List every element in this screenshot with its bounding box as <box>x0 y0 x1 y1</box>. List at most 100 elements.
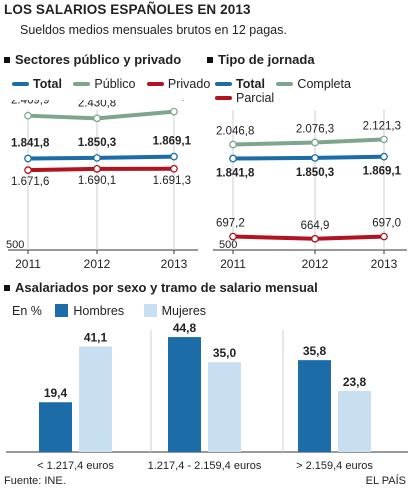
section-title-sectores: Sectores público y privado <box>15 52 182 67</box>
data-label: 2.430,8 <box>78 100 116 109</box>
section-heading-asalariados: Asalariados por sexo y tramo de salario … <box>4 280 318 295</box>
data-point <box>170 152 178 161</box>
legend-line-icon <box>215 81 232 86</box>
x-tick-label: 2012 <box>84 257 111 271</box>
legend-label: Total <box>236 77 265 91</box>
data-label: 1.691,3 <box>153 175 191 187</box>
data-label: 1.850,3 <box>296 167 334 179</box>
data-label: 664,9 <box>301 220 330 232</box>
data-point <box>380 135 388 144</box>
bar-value-label: 35,8 <box>303 344 327 358</box>
section-title-asalariados: Asalariados por sexo y tramo de salario … <box>15 280 318 295</box>
legend-line-icon <box>12 81 29 86</box>
series-line-privado <box>26 166 176 173</box>
line-chart-jornada: 2011 2012 2013 500 1.841,8 1.850,3 1.869,1 2.04… <box>213 110 407 271</box>
unit-label: En % <box>12 304 42 318</box>
series-line-total <box>26 154 176 161</box>
legend-item-total: Total <box>215 77 265 91</box>
data-label: 2.530,0 <box>153 100 191 103</box>
bar-mujeres <box>338 390 371 452</box>
series-line-público <box>26 109 176 121</box>
legend-label: Hombres <box>73 304 125 318</box>
data-point <box>311 154 319 162</box>
data-point <box>380 152 388 161</box>
y-tick-label: 500 <box>6 239 24 251</box>
data-label: 2.121,3 <box>363 120 401 132</box>
bar-value-label: 44,8 <box>173 322 197 335</box>
x-tick-label: 2011 <box>15 257 41 271</box>
bar-chart-asalariados: 19,4 41,1 < 1.217,4 euros 44,8 35,0 1.217,4 -… <box>6 322 408 472</box>
data-point <box>311 234 319 243</box>
legend-item-privado: Privado <box>146 77 211 91</box>
legend-label: Privado <box>167 77 211 91</box>
x-tick-label: 2013 <box>371 257 398 271</box>
category-label: < 1.217,4 euros <box>37 460 114 472</box>
data-label: 2.076,3 <box>296 124 334 136</box>
legend-line-icon <box>276 81 294 86</box>
section-title-jornada: Tipo de jornada <box>218 52 315 67</box>
data-label: 697,0 <box>372 218 401 230</box>
bar-value-label: 41,1 <box>84 331 108 345</box>
y-tick-label: 500 <box>219 239 237 251</box>
data-point <box>24 154 32 163</box>
legend-asalariados: En % Hombres Mujeres <box>12 304 214 318</box>
legend-line-icon <box>73 81 91 86</box>
legend-label: Mujeres <box>161 304 207 318</box>
line-chart-sectores: 2011 2012 2013 500 1.841,8 1.850,3 1.869,1 2.46… <box>6 100 198 271</box>
bar-hombres <box>39 402 72 452</box>
data-label: 1.869,1 <box>153 136 192 148</box>
section-bullet-icon <box>4 284 10 291</box>
section-bullet-icon <box>207 56 213 63</box>
data-point <box>229 154 237 163</box>
legend-jornada: Total Completa Parcial <box>215 77 414 105</box>
section-heading-jornada: Tipo de jornada <box>207 52 315 67</box>
series-line-total <box>231 154 386 161</box>
category-label: 1.217,4 - 2.159,4 euros <box>148 460 262 472</box>
data-point <box>24 111 32 120</box>
bar-mujeres <box>208 362 241 452</box>
section-heading-sectores: Sectores público y privado <box>4 52 181 67</box>
bar-mujeres <box>79 346 112 452</box>
legend-item-publico: Público <box>73 77 135 91</box>
data-point <box>229 140 237 149</box>
data-point <box>93 114 101 123</box>
data-label: 2.046,8 <box>216 126 254 138</box>
legend-item-completa: Completa <box>276 77 351 91</box>
data-label: 1.841,8 <box>11 138 50 150</box>
source-note: Fuente: INE. <box>4 475 66 487</box>
legend-item-parcial: Parcial <box>215 91 274 105</box>
legend-box-icon <box>55 304 69 318</box>
section-bullet-icon <box>4 56 10 63</box>
x-tick-label: 2011 <box>220 257 246 271</box>
data-point <box>311 138 319 147</box>
page-title: LOS SALARIOS ESPAÑOLES EN 2013 <box>4 2 251 17</box>
legend-label: Parcial <box>236 91 275 105</box>
data-point <box>380 232 388 241</box>
data-label: 1.841,8 <box>216 168 255 180</box>
data-label: 697,2 <box>216 218 245 230</box>
legend-item-total: Total <box>12 77 62 91</box>
page-subtitle: Sueldos medios mensuales brutos en 12 pa… <box>20 23 287 37</box>
bar-value-label: 35,0 <box>213 346 237 360</box>
data-point <box>93 165 101 173</box>
data-label: 1.869,1 <box>363 166 402 178</box>
legend-label: Público <box>94 77 136 91</box>
bar-hombres <box>298 360 331 452</box>
brand-logo: EL PAÍS <box>365 475 406 487</box>
legend-item-hombres: Hombres <box>55 304 124 318</box>
legend-item-mujeres: Mujeres <box>143 304 207 318</box>
data-label: 2.469,9 <box>11 100 49 107</box>
x-tick-label: 2013 <box>161 257 188 271</box>
legend-sectores: Total Público Privado <box>12 77 218 91</box>
data-label: 1.690,1 <box>78 175 116 187</box>
series-line-completa <box>231 137 386 147</box>
legend-box-icon <box>143 304 157 318</box>
legend-label: Total <box>33 77 62 91</box>
data-point <box>24 166 32 174</box>
data-point <box>170 107 178 116</box>
bar-hombres <box>168 337 201 452</box>
bar-value-label: 23,8 <box>343 375 367 389</box>
data-point <box>93 154 101 162</box>
bar-value-label: 19,4 <box>44 386 68 400</box>
series-line-parcial <box>231 234 386 241</box>
